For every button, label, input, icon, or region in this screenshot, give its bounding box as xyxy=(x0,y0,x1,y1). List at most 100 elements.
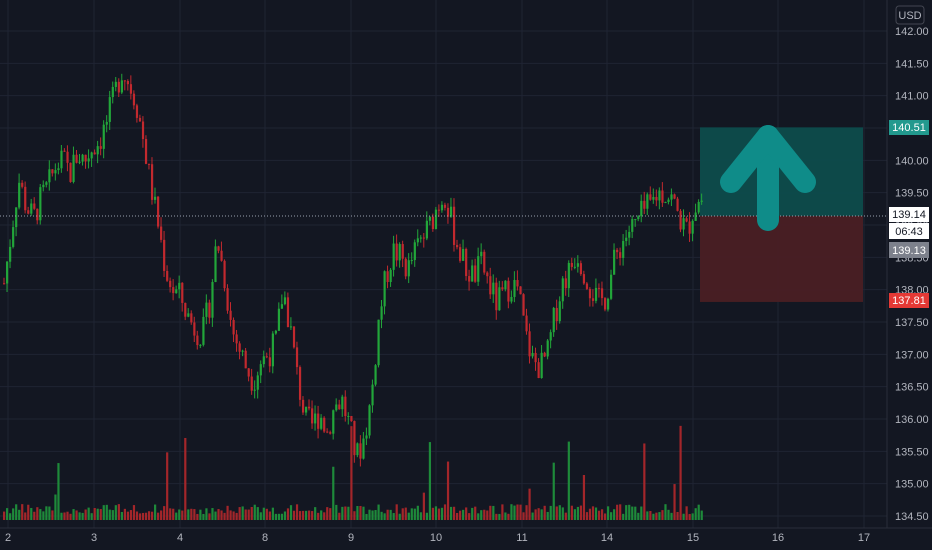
candle-body xyxy=(507,280,510,302)
volume-bar xyxy=(567,441,570,520)
candle-body xyxy=(274,330,277,334)
candle-body xyxy=(235,334,238,344)
candle-body xyxy=(280,304,284,309)
currency-button[interactable]: USD xyxy=(895,5,925,25)
volume-bar xyxy=(407,512,410,520)
candle-body xyxy=(474,265,477,282)
volume-bar xyxy=(359,505,362,520)
volume-bar xyxy=(365,513,368,520)
volume-bar xyxy=(6,508,9,520)
volume-bar xyxy=(268,511,271,520)
candle-body xyxy=(607,298,610,310)
volume-bar xyxy=(428,442,432,520)
x-tick-label: 14 xyxy=(601,532,613,544)
volume-bar xyxy=(132,505,136,520)
candle-body xyxy=(347,416,350,418)
volume-bar xyxy=(30,507,33,520)
volume-bar xyxy=(63,512,66,520)
candle-body xyxy=(561,278,564,302)
volume-bar xyxy=(628,504,631,520)
volume-bar xyxy=(39,509,42,520)
volume-bar xyxy=(238,507,241,520)
volume-bar xyxy=(353,511,356,520)
volume-bar xyxy=(138,513,142,520)
volume-bar xyxy=(404,507,407,520)
candle-body xyxy=(150,164,154,200)
volume-bar xyxy=(558,505,561,520)
stop-loss-tag: 137.81 xyxy=(889,293,929,308)
volume-bar xyxy=(283,511,287,520)
bid-price-value: 139.13 xyxy=(892,245,926,257)
volume-bar xyxy=(96,508,99,520)
current-price-value: 139.14 xyxy=(892,209,926,221)
volume-bar xyxy=(546,511,549,520)
candle-body xyxy=(60,150,63,169)
candle-body xyxy=(465,248,468,277)
volume-bar xyxy=(552,462,555,520)
candle-body xyxy=(326,431,329,433)
x-tick-label: 17 xyxy=(858,532,870,544)
candle-body xyxy=(498,287,501,311)
volume-bar xyxy=(625,505,628,520)
volume-bar xyxy=(60,512,63,520)
candle-body xyxy=(419,237,422,239)
volume-bar xyxy=(489,505,492,520)
candle-body xyxy=(616,249,619,253)
volume-bar xyxy=(12,508,15,520)
volume-bar xyxy=(72,509,75,520)
candle-body xyxy=(286,297,290,328)
volume-bar xyxy=(431,507,435,520)
take-profit-tag: 140.51 xyxy=(889,120,929,135)
x-tick-label: 9 xyxy=(348,532,354,544)
volume-bar xyxy=(537,508,540,520)
volume-bar xyxy=(622,513,625,520)
volume-bar xyxy=(579,505,583,520)
candle-body xyxy=(628,231,631,238)
candle-body xyxy=(658,190,661,201)
volume-bar xyxy=(157,512,160,520)
volume-bar xyxy=(120,511,123,520)
volume-bar xyxy=(81,512,84,520)
candle-body xyxy=(178,282,181,290)
candle-body xyxy=(72,154,75,182)
volume-bar xyxy=(102,505,105,520)
volume-bar xyxy=(247,509,250,520)
candle-body xyxy=(522,294,525,316)
volume-bar xyxy=(452,506,456,520)
volume-bar xyxy=(501,504,504,520)
volume-bar xyxy=(582,475,586,520)
volume-bar xyxy=(42,511,45,520)
candle-body xyxy=(199,344,202,346)
volume-bar xyxy=(196,513,199,520)
candle-body xyxy=(253,389,256,391)
volume-bar xyxy=(220,510,223,520)
volume-bar xyxy=(377,504,380,520)
candle-body xyxy=(33,203,36,209)
candle-body xyxy=(371,384,374,406)
volume-bar xyxy=(413,508,416,520)
time-axis[interactable]: 2 3 4 8 9 10 11 14 15 16 17 xyxy=(5,532,870,544)
candle-body xyxy=(214,246,217,283)
volume-bar xyxy=(449,506,453,520)
candle-body xyxy=(459,247,462,261)
candle-body xyxy=(664,201,667,203)
volume-bar xyxy=(697,504,700,520)
volume-bar xyxy=(434,506,438,520)
volume-bar xyxy=(295,504,299,520)
volume-bar xyxy=(700,510,703,520)
y-tick-label: 136.50 xyxy=(895,382,929,394)
candle-body xyxy=(90,152,93,159)
volume-bar xyxy=(232,511,235,520)
candle-body xyxy=(365,435,368,439)
volume-bar xyxy=(483,509,486,520)
volume-bar xyxy=(217,509,220,520)
volume-bar xyxy=(27,504,30,520)
candle-body xyxy=(265,356,268,358)
candle-body xyxy=(217,246,220,251)
candle-body xyxy=(93,152,96,155)
candle-body xyxy=(308,406,311,409)
volume-bar xyxy=(262,507,265,520)
volume-bar xyxy=(594,507,598,520)
candle-body xyxy=(353,421,356,456)
